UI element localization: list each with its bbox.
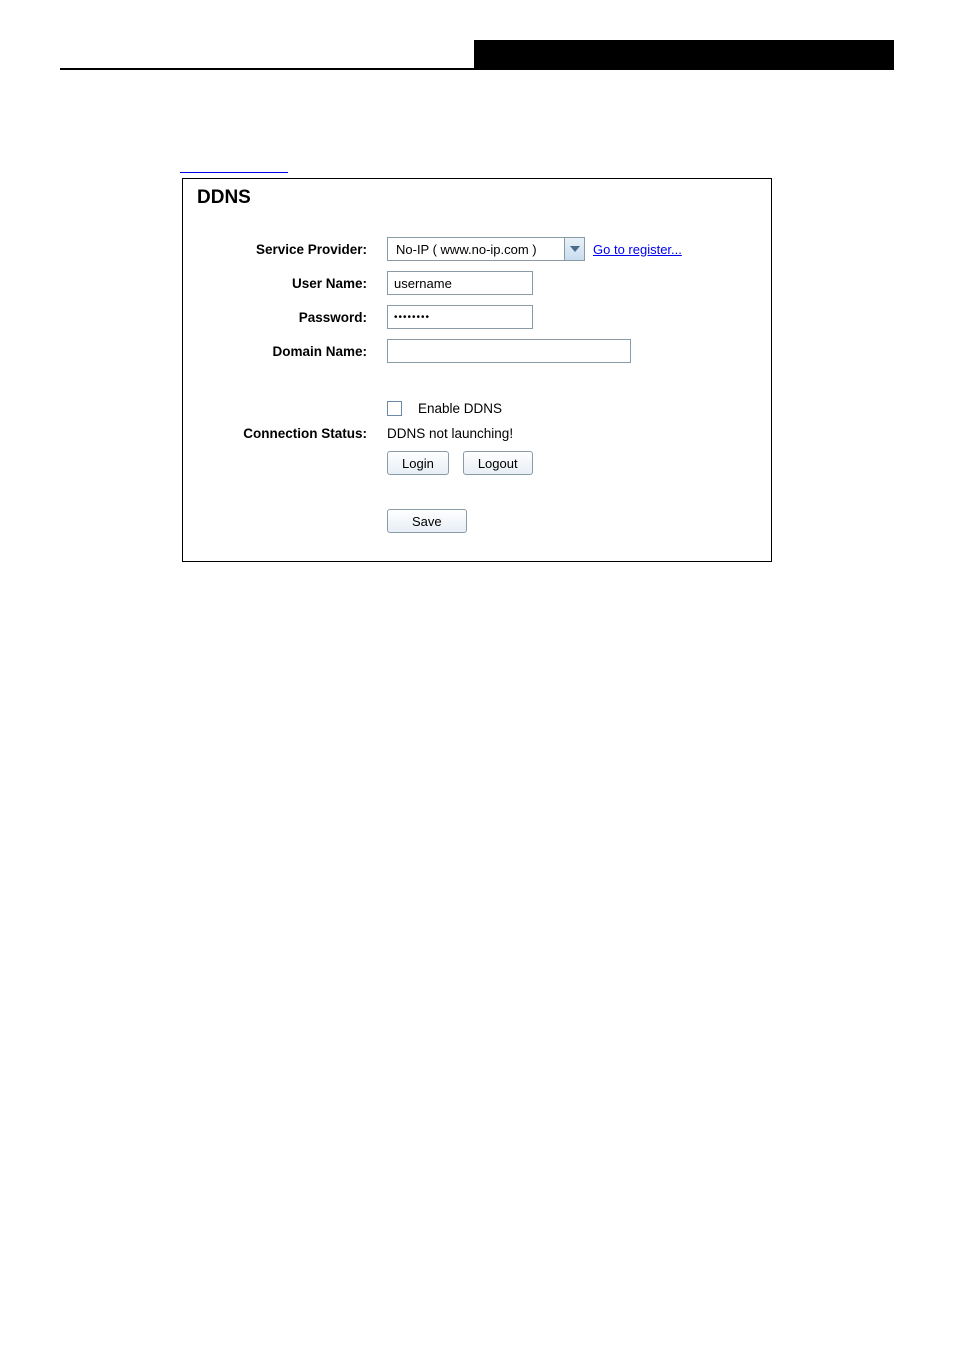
row-user-name: User Name: xyxy=(197,271,757,295)
row-domain-name: Domain Name: xyxy=(197,339,757,363)
row-service-provider: Service Provider: No-IP ( www.no-ip.com … xyxy=(197,237,757,261)
chevron-down-icon xyxy=(564,238,584,260)
field-save: Save xyxy=(387,509,757,533)
panel-title: DDNS xyxy=(197,187,757,209)
row-enable-ddns: Enable DDNS xyxy=(197,401,757,416)
save-button[interactable]: Save xyxy=(387,509,467,533)
ddns-panel: DDNS Service Provider: No-IP ( www.no-ip… xyxy=(182,178,772,562)
enable-ddns-checkbox[interactable] xyxy=(387,401,402,416)
field-enable-ddns: Enable DDNS xyxy=(387,401,757,416)
connection-status-value: DDNS not launching! xyxy=(387,426,513,441)
header-bar xyxy=(60,40,894,70)
row-password: Password: •••••••• xyxy=(197,305,757,329)
label-user-name: User Name: xyxy=(197,276,387,291)
user-name-input[interactable] xyxy=(387,271,533,295)
page-root: DDNS Service Provider: No-IP ( www.no-ip… xyxy=(0,0,954,602)
go-to-register-link[interactable]: Go to register... xyxy=(593,242,682,257)
field-connection-status: DDNS not launching! xyxy=(387,426,757,441)
service-provider-select[interactable]: No-IP ( www.no-ip.com ) xyxy=(387,237,585,261)
row-save: Save xyxy=(197,509,757,533)
label-password: Password: xyxy=(197,310,387,325)
field-user-name xyxy=(387,271,757,295)
label-domain-name: Domain Name: xyxy=(197,344,387,359)
top-underline-link[interactable] xyxy=(180,171,288,173)
field-domain-name xyxy=(387,339,757,363)
field-login-logout: Login Logout xyxy=(387,451,757,475)
header-black-block xyxy=(474,40,894,68)
row-login-logout: Login Logout xyxy=(197,451,757,475)
field-password: •••••••• xyxy=(387,305,757,329)
logout-button[interactable]: Logout xyxy=(463,451,533,475)
enable-ddns-label: Enable DDNS xyxy=(418,401,502,416)
label-service-provider: Service Provider: xyxy=(197,242,387,257)
password-input[interactable]: •••••••• xyxy=(387,305,533,329)
domain-name-input[interactable] xyxy=(387,339,631,363)
label-connection-status: Connection Status: xyxy=(197,426,387,441)
spacer xyxy=(197,373,757,401)
field-service-provider: No-IP ( www.no-ip.com ) Go to register..… xyxy=(387,237,757,261)
service-provider-selected-text: No-IP ( www.no-ip.com ) xyxy=(388,238,564,260)
login-button[interactable]: Login xyxy=(387,451,449,475)
row-connection-status: Connection Status: DDNS not launching! xyxy=(197,426,757,441)
